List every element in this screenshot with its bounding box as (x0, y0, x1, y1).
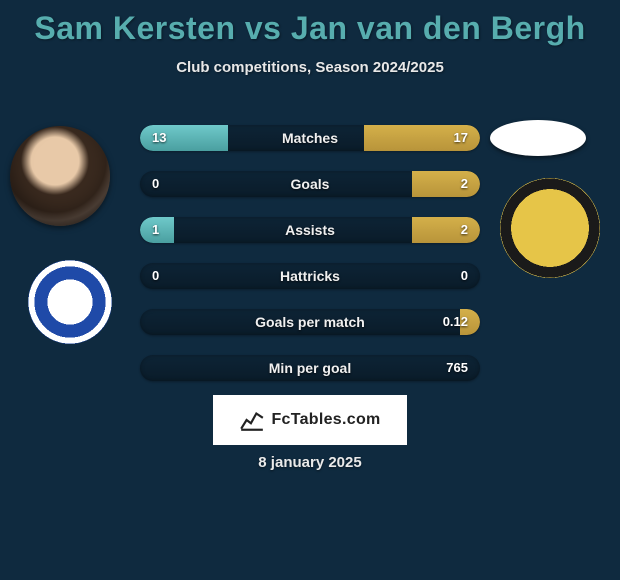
stat-row: 1Assists2 (140, 217, 480, 243)
footer-badge: FcTables.com (213, 395, 407, 445)
stat-value-right: 0 (461, 263, 468, 289)
stat-label: Goals per match (140, 309, 480, 335)
stat-value-right: 17 (454, 125, 468, 151)
club-left-logo (28, 260, 112, 344)
stat-row: 13Matches17 (140, 125, 480, 151)
date-label: 8 january 2025 (0, 454, 620, 471)
stat-label: Assists (140, 217, 480, 243)
stat-row: Goals per match0.12 (140, 309, 480, 335)
stats-container: 13Matches170Goals21Assists20Hattricks0Go… (140, 125, 480, 401)
stat-row: Min per goal765 (140, 355, 480, 381)
stat-value-right: 765 (446, 355, 468, 381)
club-right-logo (500, 178, 600, 278)
stat-value-right: 2 (461, 171, 468, 197)
player-left-avatar (10, 126, 110, 226)
stat-value-right: 2 (461, 217, 468, 243)
stat-row: 0Goals2 (140, 171, 480, 197)
stat-label: Matches (140, 125, 480, 151)
footer-label: FcTables.com (271, 411, 380, 429)
chart-icon (239, 407, 265, 433)
stat-label: Min per goal (140, 355, 480, 381)
stat-label: Hattricks (140, 263, 480, 289)
player-right-avatar (490, 120, 586, 156)
stat-row: 0Hattricks0 (140, 263, 480, 289)
stat-value-right: 0.12 (443, 309, 468, 335)
page-title: Sam Kersten vs Jan van den Bergh (0, 0, 620, 47)
page-subtitle: Club competitions, Season 2024/2025 (0, 59, 620, 76)
stat-label: Goals (140, 171, 480, 197)
